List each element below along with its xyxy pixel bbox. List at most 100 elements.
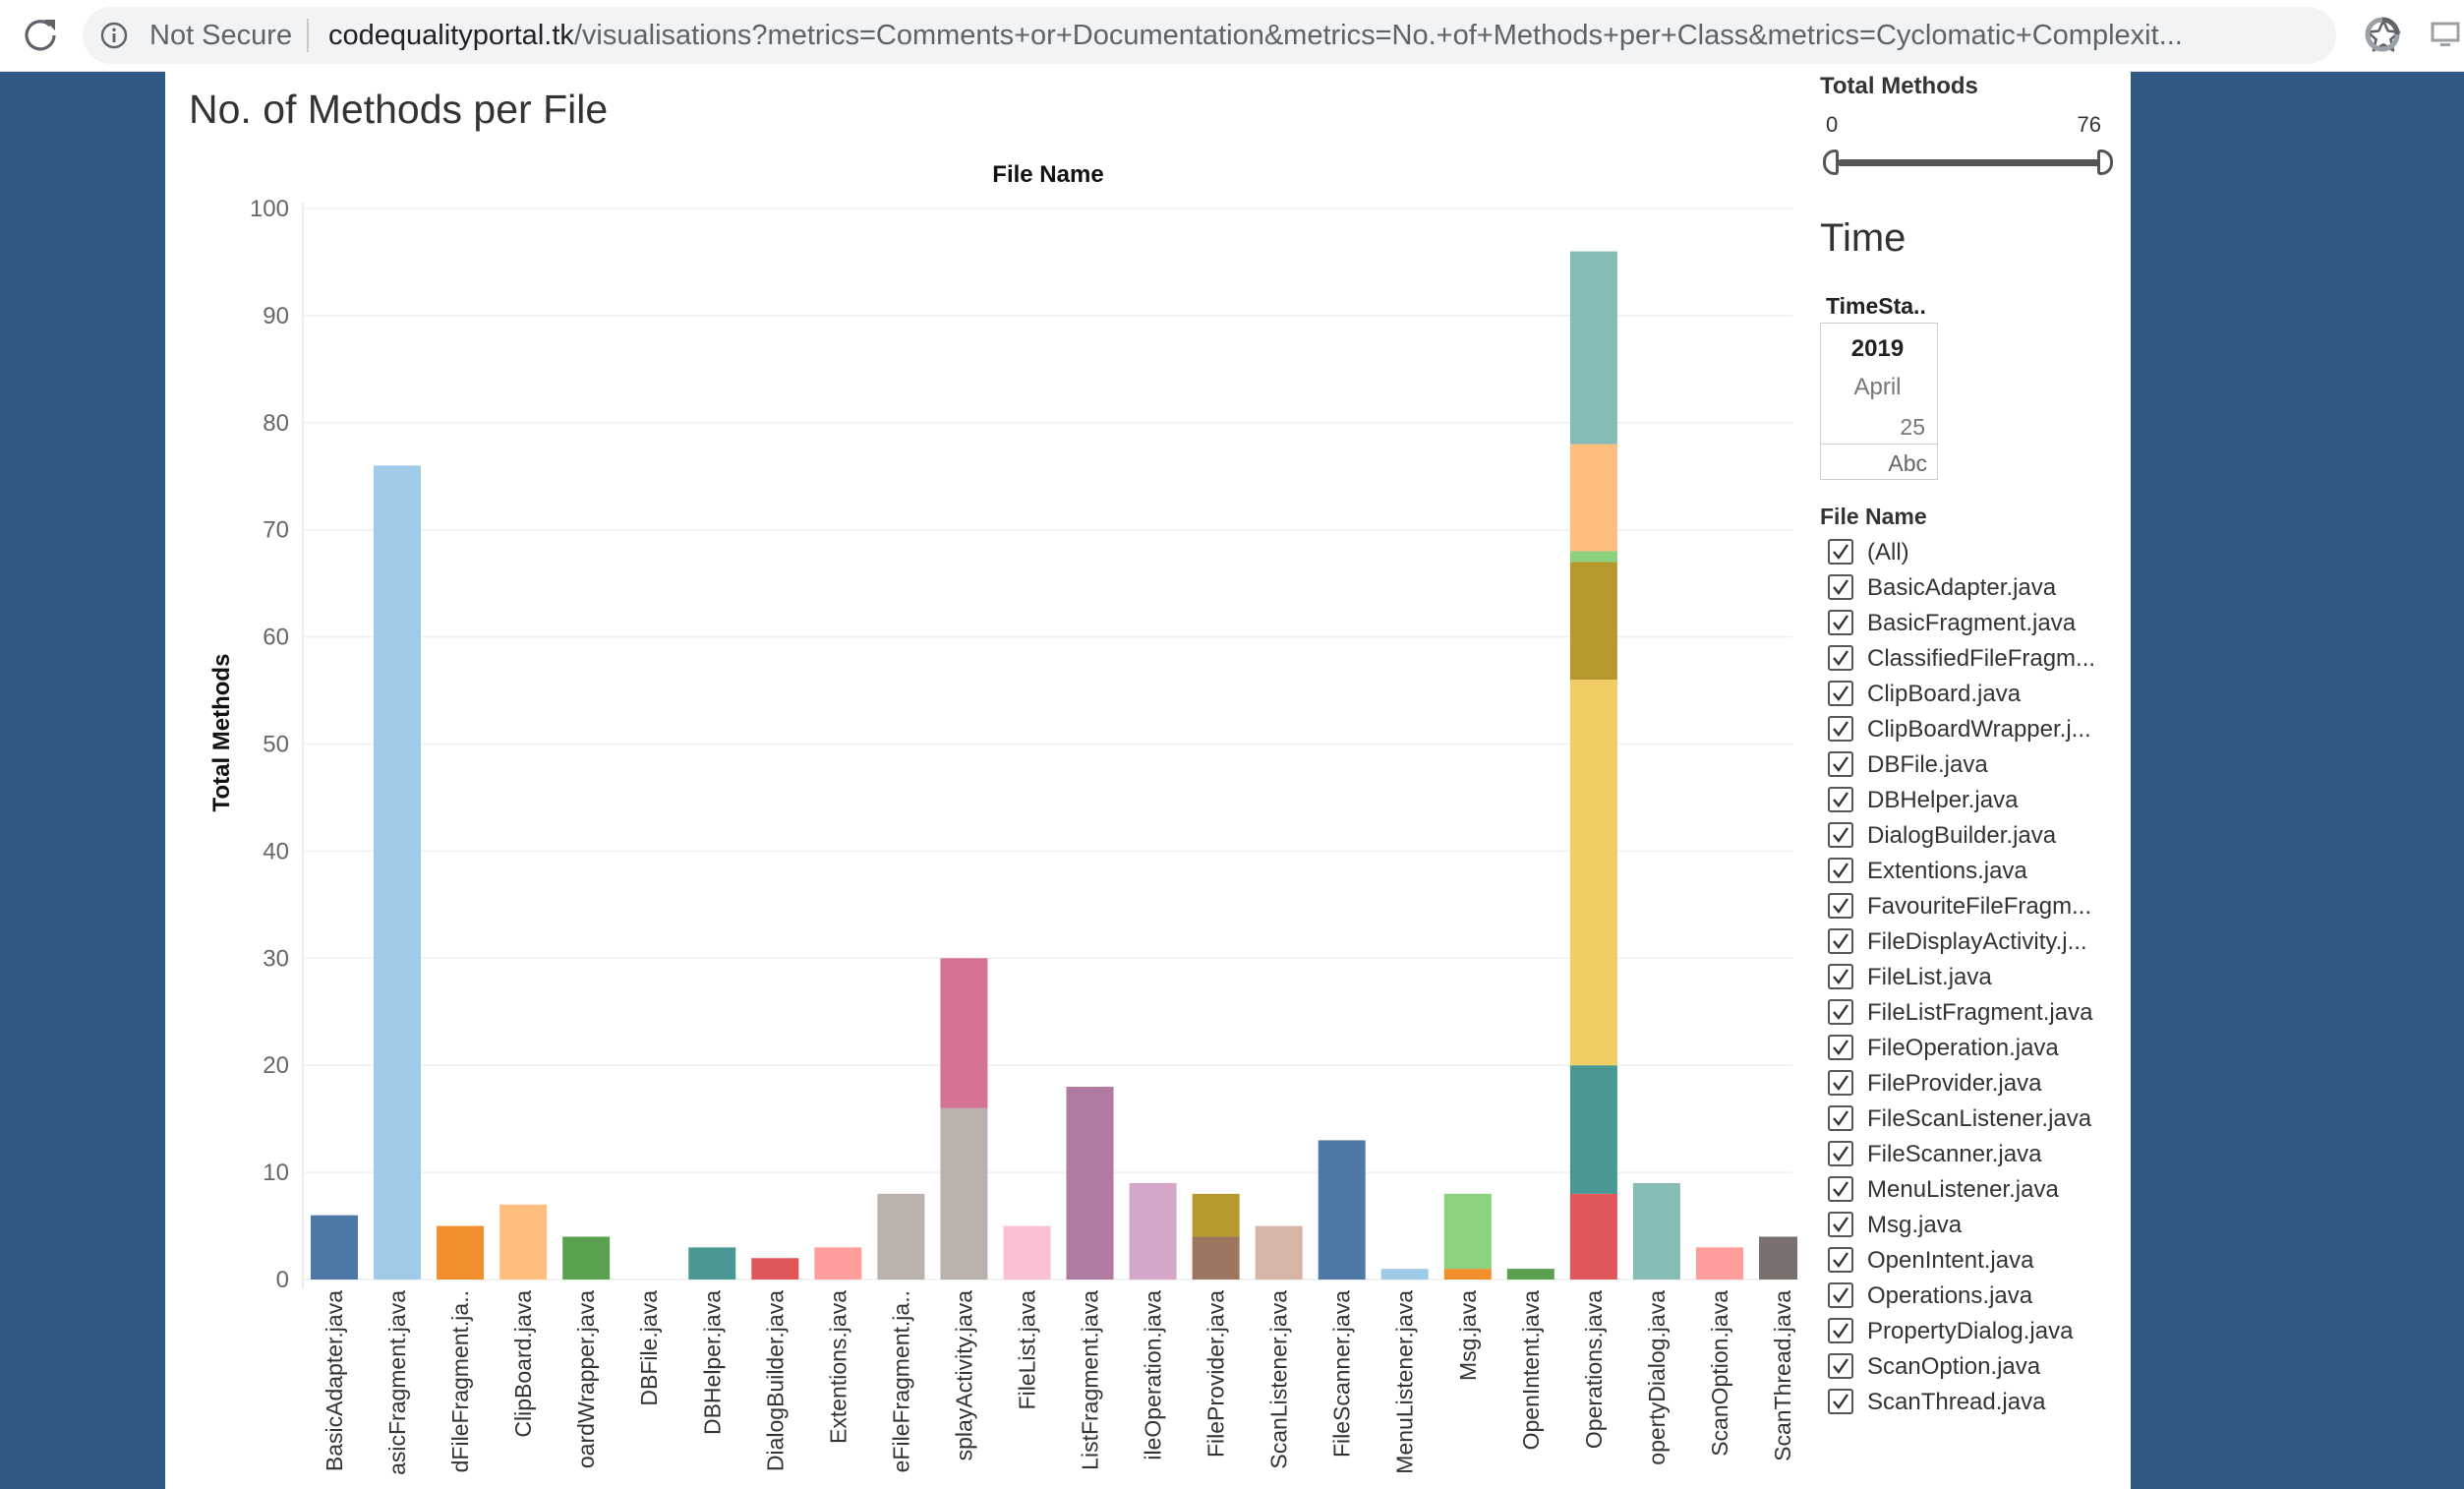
checkbox-checked[interactable] — [1828, 539, 1853, 565]
filter-item[interactable]: DBFile.java — [1820, 747, 2115, 783]
timestamp-column-header[interactable]: TimeSta.. — [1826, 293, 1926, 319]
filter-item[interactable]: ScanThread.java — [1820, 1385, 2115, 1420]
checkbox-checked[interactable] — [1828, 1318, 1853, 1343]
bar-segment[interactable] — [751, 1258, 799, 1280]
bar-segment[interactable] — [1759, 1236, 1797, 1280]
bar-segment[interactable] — [311, 1215, 358, 1280]
checkbox-checked[interactable] — [1828, 1035, 1853, 1060]
bar-segment[interactable] — [1569, 551, 1617, 563]
range-slider-track[interactable] — [1838, 159, 2105, 166]
bar-segment[interactable] — [1443, 1269, 1492, 1280]
checkbox-checked[interactable] — [1828, 1389, 1853, 1414]
bar-segment[interactable] — [1255, 1225, 1303, 1280]
filter-item[interactable]: ClassifiedFileFragm... — [1820, 641, 2115, 677]
address-bar[interactable]: Not Secure codequalityportal.tk/visualis… — [83, 7, 2401, 64]
filter-item[interactable]: Msg.java — [1820, 1208, 2115, 1243]
filter-item[interactable]: ClipBoard.java — [1820, 677, 2115, 712]
bar-segment[interactable] — [1129, 1182, 1177, 1280]
checkbox-checked[interactable] — [1828, 716, 1853, 742]
extension-icon[interactable] — [2364, 16, 2401, 53]
filter-item[interactable]: BasicAdapter.java — [1820, 570, 2115, 606]
bar-segment[interactable] — [1318, 1140, 1366, 1280]
x-tick-label: FileScanner.java — [1329, 1290, 1355, 1458]
filter-item[interactable]: (All) — [1820, 535, 2115, 570]
checkbox-checked[interactable] — [1828, 751, 1853, 777]
checkbox-checked[interactable] — [1828, 610, 1853, 635]
info-icon[interactable] — [100, 22, 128, 49]
bar-segment[interactable] — [1380, 1269, 1429, 1280]
bar-segment[interactable] — [1569, 1193, 1617, 1280]
bar-segment[interactable] — [1192, 1236, 1240, 1280]
filter-item[interactable]: PropertyDialog.java — [1820, 1314, 2115, 1349]
bar-segment[interactable] — [877, 1193, 925, 1280]
filter-item[interactable]: ScanOption.java — [1820, 1349, 2115, 1385]
reload-icon[interactable] — [18, 14, 63, 57]
bar-segment[interactable] — [437, 1225, 485, 1280]
time-year[interactable]: 2019 — [1850, 335, 1905, 362]
bar-segment[interactable] — [374, 465, 422, 1280]
bar-segment[interactable] — [1066, 1086, 1114, 1280]
bar-segment[interactable] — [1443, 1193, 1492, 1270]
checkbox-checked[interactable] — [1828, 858, 1853, 883]
bar-segment[interactable] — [1569, 680, 1617, 1066]
checkbox-checked[interactable] — [1828, 787, 1853, 812]
bar-segment[interactable] — [499, 1204, 548, 1280]
security-label[interactable]: Not Secure — [149, 20, 293, 51]
slider-handle-max[interactable] — [2097, 149, 2113, 175]
filter-item[interactable]: FileList.java — [1820, 960, 2115, 995]
filter-item[interactable]: FileListFragment.java — [1820, 995, 2115, 1031]
bar-segment[interactable] — [1695, 1247, 1743, 1280]
filter-item[interactable]: FileScanner.java — [1820, 1137, 2115, 1172]
checkbox-checked[interactable] — [1828, 1141, 1853, 1166]
cast-icon[interactable] — [2429, 18, 2464, 51]
bar-segment[interactable] — [562, 1236, 611, 1280]
bar-segment[interactable] — [1003, 1225, 1051, 1280]
bar-segment[interactable] — [1569, 562, 1617, 681]
checkbox-checked[interactable] — [1828, 1070, 1853, 1096]
checkbox-checked[interactable] — [1828, 1212, 1853, 1237]
filter-item[interactable]: FileOperation.java — [1820, 1031, 2115, 1066]
checkbox-checked[interactable] — [1828, 822, 1853, 848]
bar-segment[interactable] — [1569, 251, 1617, 445]
filter-item-label: FileListFragment.java — [1867, 999, 2093, 1026]
bar-segment[interactable] — [814, 1247, 862, 1280]
time-day[interactable]: 25 — [1900, 414, 1925, 440]
filter-item[interactable]: Operations.java — [1820, 1279, 2115, 1314]
checkbox-checked[interactable] — [1828, 1353, 1853, 1379]
filter-item[interactable]: DialogBuilder.java — [1820, 818, 2115, 854]
bar-segment[interactable] — [940, 958, 988, 1108]
slider-handle-min[interactable] — [1823, 149, 1839, 175]
checkbox-checked[interactable] — [1828, 1247, 1853, 1273]
filter-item[interactable]: OpenIntent.java — [1820, 1243, 2115, 1279]
filter-item[interactable]: BasicFragment.java — [1820, 606, 2115, 641]
checkbox-checked[interactable] — [1828, 893, 1853, 919]
bar-segment[interactable] — [1632, 1182, 1680, 1280]
checkbox-checked[interactable] — [1828, 1282, 1853, 1308]
bar-segment[interactable] — [1192, 1193, 1240, 1237]
time-month[interactable]: April — [1853, 374, 1902, 400]
filter-item-label: FileDisplayActivity.j... — [1867, 928, 2087, 955]
checkbox-checked[interactable] — [1828, 928, 1853, 954]
bar-segment[interactable] — [688, 1247, 736, 1280]
checkbox-checked[interactable] — [1828, 645, 1853, 671]
checkbox-checked[interactable] — [1828, 964, 1853, 989]
bar-segment[interactable] — [1569, 1065, 1617, 1194]
checkbox-checked[interactable] — [1828, 574, 1853, 600]
url-text[interactable]: codequalityportal.tk/visualisations?metr… — [328, 20, 2216, 52]
filter-item[interactable]: MenuListener.java — [1820, 1172, 2115, 1208]
checkbox-checked[interactable] — [1828, 1105, 1853, 1131]
bar-segment[interactable] — [940, 1107, 988, 1280]
bar-segment[interactable] — [1569, 444, 1617, 552]
checkbox-checked[interactable] — [1828, 681, 1853, 706]
filter-item[interactable]: FileScanListener.java — [1820, 1102, 2115, 1137]
check-icon — [1833, 544, 1848, 560]
filter-item[interactable]: Extentions.java — [1820, 854, 2115, 889]
filter-item[interactable]: ClipBoardWrapper.j... — [1820, 712, 2115, 747]
filter-item[interactable]: FileProvider.java — [1820, 1066, 2115, 1102]
filter-item[interactable]: DBHelper.java — [1820, 783, 2115, 818]
filter-item[interactable]: FileDisplayActivity.j... — [1820, 924, 2115, 960]
bar-segment[interactable] — [1506, 1269, 1555, 1280]
checkbox-checked[interactable] — [1828, 1176, 1853, 1202]
checkbox-checked[interactable] — [1828, 999, 1853, 1025]
filter-item[interactable]: FavouriteFileFragm... — [1820, 889, 2115, 924]
